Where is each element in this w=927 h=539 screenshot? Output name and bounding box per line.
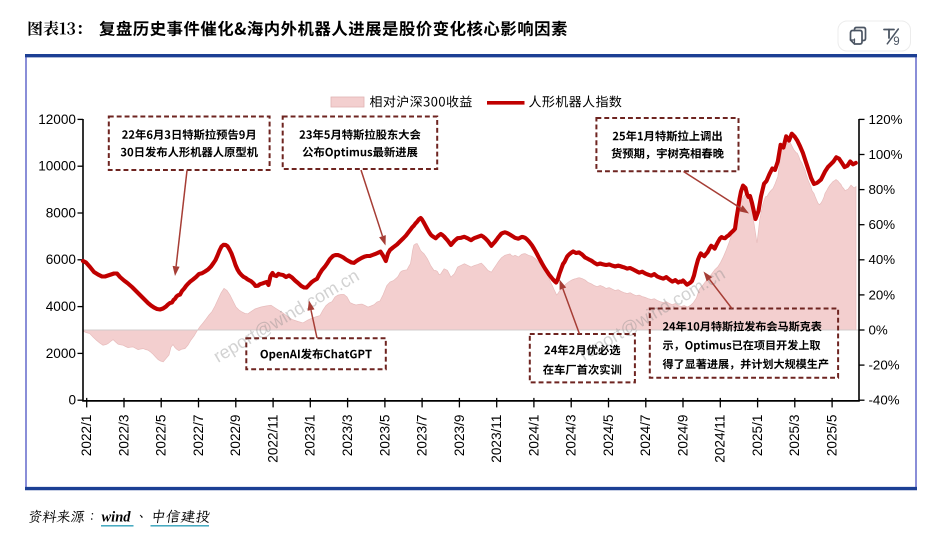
svg-text:-20%: -20%	[869, 358, 900, 373]
svg-text:80%: 80%	[869, 182, 896, 197]
svg-text:100%: 100%	[869, 147, 903, 162]
svg-text:0: 0	[68, 393, 76, 408]
svg-text:wind: wind	[102, 510, 132, 526]
svg-text:2022/5: 2022/5	[154, 415, 169, 457]
svg-text:2022/1: 2022/1	[79, 415, 94, 457]
svg-text:2022/7: 2022/7	[191, 415, 206, 457]
svg-text:0%: 0%	[869, 322, 888, 337]
svg-text:2025/5: 2025/5	[825, 415, 840, 457]
svg-text:2022/11: 2022/11	[265, 415, 280, 463]
svg-text:2024/1: 2024/1	[526, 415, 541, 457]
svg-text:8000: 8000	[46, 205, 77, 220]
svg-text:2023/5: 2023/5	[377, 415, 392, 457]
svg-text:-40%: -40%	[869, 393, 900, 408]
svg-text:2023/11: 2023/11	[489, 415, 504, 463]
svg-text:2024/11: 2024/11	[713, 415, 728, 463]
svg-text:10000: 10000	[38, 159, 76, 174]
svg-text:2023/1: 2023/1	[303, 415, 318, 457]
svg-text:2022/3: 2022/3	[116, 415, 131, 457]
svg-text:2024/3: 2024/3	[564, 415, 579, 457]
svg-text:9: 9	[893, 36, 899, 48]
svg-text:40%: 40%	[869, 252, 896, 267]
svg-text:60%: 60%	[869, 217, 896, 232]
svg-text:2023/3: 2023/3	[340, 415, 355, 457]
svg-text:120%: 120%	[869, 112, 903, 127]
svg-text:2025/1: 2025/1	[750, 415, 765, 457]
svg-text:12000: 12000	[38, 112, 76, 127]
svg-text:2024/7: 2024/7	[638, 415, 653, 457]
svg-text:4000: 4000	[46, 299, 77, 314]
svg-text:2024/5: 2024/5	[601, 415, 616, 457]
svg-text:2022/9: 2022/9	[228, 415, 243, 457]
svg-text:2025/3: 2025/3	[787, 415, 802, 457]
svg-text:2000: 2000	[46, 346, 77, 361]
svg-text:2023/9: 2023/9	[452, 415, 467, 457]
svg-text:2024/9: 2024/9	[675, 415, 690, 457]
svg-text:20%: 20%	[869, 287, 896, 302]
svg-text:6000: 6000	[46, 252, 77, 267]
svg-text:2023/7: 2023/7	[415, 415, 430, 457]
